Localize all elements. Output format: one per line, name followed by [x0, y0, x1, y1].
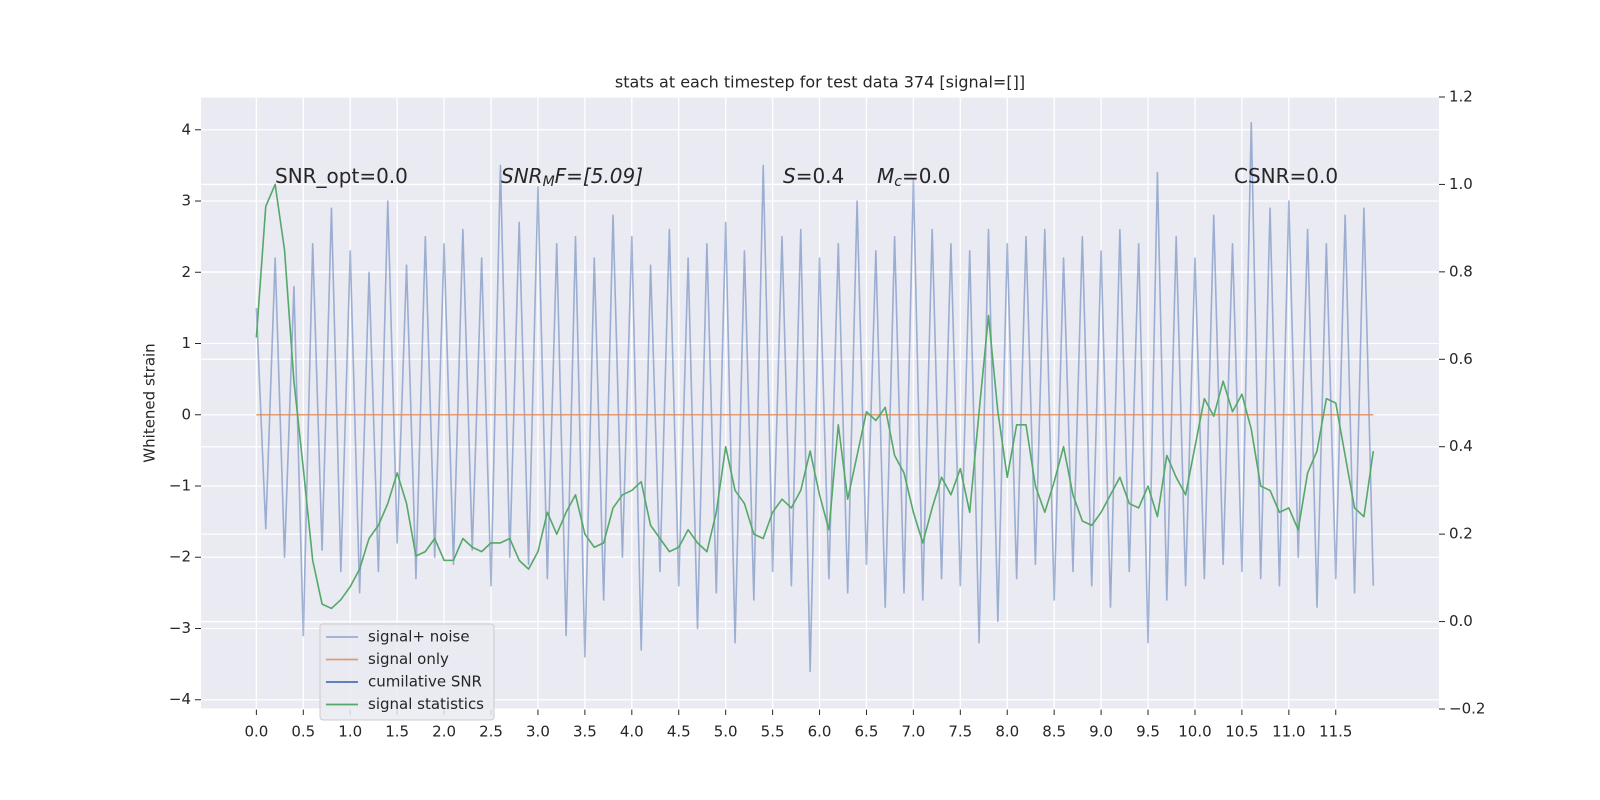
annotation: SNR_opt=0.0 — [275, 164, 408, 188]
x-tick-label: 0.5 — [291, 723, 315, 741]
annotation-italic: M — [877, 164, 894, 188]
legend-label: signal statistics — [368, 695, 484, 713]
annotation-subscript: M — [543, 174, 555, 190]
x-tick-label: 7.0 — [901, 723, 925, 741]
x-tick-label: 1.5 — [385, 723, 409, 741]
y2-tick-label: 0.0 — [1449, 612, 1473, 630]
annotation-text: =0.4 — [796, 164, 845, 188]
x-tick-label: 1.0 — [338, 723, 362, 741]
x-tick-label: 6.0 — [808, 723, 832, 741]
annotation-subscript: c — [894, 174, 902, 190]
annotation-text: F=[5.09] — [555, 164, 643, 188]
x-tick-label: 2.0 — [432, 723, 456, 741]
y2-tick-label: 0.8 — [1449, 262, 1473, 280]
annotation: CSNR=0.0 — [1234, 164, 1338, 188]
y-tick-label: 0 — [181, 405, 191, 423]
annotation-italic: SNR — [501, 164, 543, 188]
x-tick-label: 8.0 — [995, 723, 1019, 741]
x-tick-label: 3.0 — [526, 723, 550, 741]
x-tick-label: 11.5 — [1319, 723, 1352, 741]
series-line — [255, 183, 1375, 610]
x-tick-label: 10.5 — [1225, 723, 1258, 741]
x-tick-label: 9.5 — [1136, 723, 1160, 741]
x-tick-label: 7.5 — [948, 723, 972, 741]
legend-label: cumilative SNR — [368, 673, 482, 691]
y-axis-label: Whitened strain — [141, 343, 159, 462]
annotation: SNRMF=[5.09] — [501, 164, 643, 191]
x-tick-label: 10.0 — [1178, 723, 1211, 741]
x-tick-label: 5.5 — [761, 723, 785, 741]
y2-tick-label: 0.6 — [1449, 350, 1473, 368]
annotation-text: CSNR=0.0 — [1234, 164, 1338, 188]
legend: signal+ noise signal only cumilative SNR si… — [319, 623, 495, 721]
y2-tick-label: 0.2 — [1449, 525, 1473, 543]
x-tick-label: 6.5 — [855, 723, 879, 741]
y-tick-label: 4 — [181, 120, 191, 138]
legend-label: signal only — [368, 650, 449, 668]
legend-label: signal+ noise — [368, 628, 470, 646]
y-tick-label: −3 — [169, 619, 191, 637]
y-tick-label: 3 — [181, 192, 191, 210]
y2-tick-label: 1.2 — [1449, 88, 1473, 106]
annotation: S=0.4 — [783, 164, 844, 188]
x-tick-label: 4.0 — [620, 723, 644, 741]
chart-title: stats at each timestep for test data 374… — [615, 73, 1025, 92]
y-tick-label: 1 — [181, 334, 191, 352]
y-tick-label: −1 — [169, 477, 191, 495]
annotation-text: =0.0 — [902, 164, 951, 188]
x-tick-label: 9.0 — [1089, 723, 1113, 741]
annotation-italic: S — [783, 164, 796, 188]
y-tick-label: −2 — [169, 548, 191, 566]
x-tick-label: 3.5 — [573, 723, 597, 741]
y-tick-label: −4 — [169, 690, 191, 708]
y2-tick-label: 0.4 — [1449, 437, 1473, 455]
annotation-text: SNR_opt=0.0 — [275, 164, 408, 188]
x-tick-label: 11.0 — [1272, 723, 1305, 741]
y2-tick-label: −0.2 — [1449, 700, 1485, 718]
annotation: Mc=0.0 — [877, 164, 951, 191]
x-tick-label: 0.0 — [244, 723, 268, 741]
legend-box — [319, 623, 495, 721]
y2-tick-label: 1.0 — [1449, 175, 1473, 193]
y-tick-label: 2 — [181, 263, 191, 281]
x-tick-label: 2.5 — [479, 723, 503, 741]
x-tick-label: 8.5 — [1042, 723, 1066, 741]
x-tick-label: 5.0 — [714, 723, 738, 741]
x-tick-label: 4.5 — [667, 723, 691, 741]
series-line — [255, 121, 1375, 673]
